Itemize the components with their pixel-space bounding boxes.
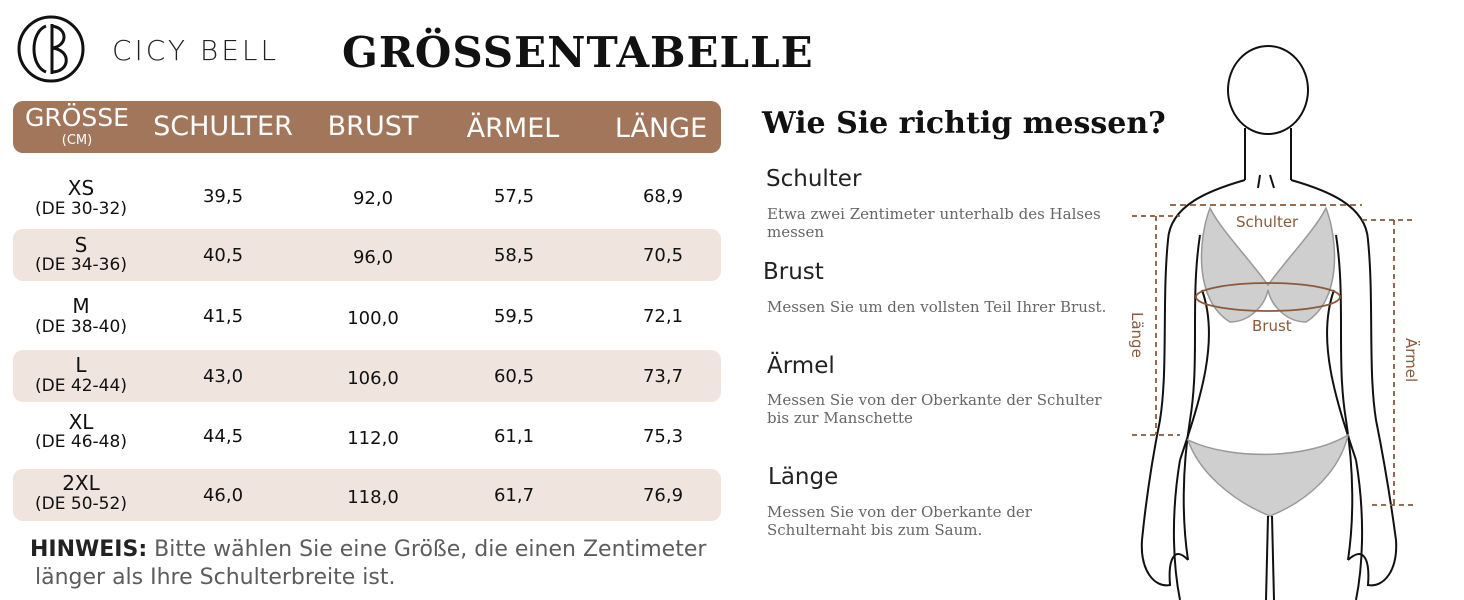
table-header: GRÖSSE (CM) SCHULTER BRUST ÄRMEL LÄNGE — [13, 101, 721, 153]
size-de: (DE 34-36) — [35, 255, 127, 275]
size-de: (DE 50-52) — [35, 494, 127, 514]
guide-item-title: Schulter — [766, 166, 862, 192]
header-size: GRÖSSE — [25, 103, 129, 132]
guide-item-desc: Messen Sie von der Oberkante der Schulte… — [767, 503, 1032, 539]
guide-item-title: Brust — [763, 259, 824, 285]
cell-length: 72,1 — [642, 306, 684, 327]
cell-length: 75,3 — [642, 426, 684, 447]
brand-name: CICY BELL — [112, 34, 280, 67]
table-row: S (DE 34-36) 40,5 96,0 58,5 70,5 — [13, 229, 721, 281]
note-label: HINWEIS: — [30, 537, 148, 562]
note-line1: Bitte wählen Sie eine Größe, die einen Z… — [147, 537, 707, 562]
size-label: L — [75, 353, 87, 377]
note-line2: länger als Ihre Schulterbreite ist. — [35, 565, 396, 590]
cell-bust: 112,0 — [347, 428, 399, 449]
cell-sleeve: 61,7 — [493, 485, 535, 506]
cell-sleeve: 60,5 — [493, 366, 535, 387]
cell-sleeve: 58,5 — [493, 245, 535, 266]
cell-sleeve: 61,1 — [493, 426, 535, 447]
guide-item-desc: Etwa zwei Zentimeter unterhalb des Halse… — [767, 205, 1101, 241]
cell-shoulder: 41,5 — [202, 306, 244, 327]
guide-item-desc: Messen Sie um den vollsten Teil Ihrer Br… — [767, 298, 1107, 316]
size-de: (DE 42-44) — [35, 376, 127, 396]
cell-shoulder: 39,5 — [202, 186, 244, 207]
cell-bust: 92,0 — [352, 188, 394, 209]
guide-heading: Wie Sie richtig messen? — [762, 106, 1166, 141]
cell-bust: 96,0 — [352, 247, 394, 268]
brand-logo-icon — [17, 15, 85, 83]
cell-sleeve: 57,5 — [493, 186, 535, 207]
table-row: M (DE 38-40) 41,5 100,0 59,5 72,1 — [13, 290, 721, 342]
page-title: GRÖSSENTABELLE — [342, 28, 814, 77]
size-label: 2XL — [62, 471, 100, 495]
size-label: M — [72, 294, 90, 318]
size-de: (DE 30-32) — [35, 199, 127, 219]
cell-sleeve: 59,5 — [493, 306, 535, 327]
size-label: XS — [67, 176, 95, 200]
size-de: (DE 38-40) — [35, 317, 127, 337]
cell-length: 76,9 — [642, 485, 684, 506]
cell-bust: 118,0 — [347, 487, 399, 508]
cell-shoulder: 46,0 — [202, 485, 244, 506]
header-sleeve: ÄRMEL — [466, 113, 560, 144]
header-bust: BRUST — [327, 111, 419, 142]
size-label: S — [74, 233, 88, 257]
guide-item-desc: Messen Sie von der Oberkante der Schulte… — [767, 391, 1102, 427]
cell-length: 73,7 — [642, 366, 684, 387]
table-row: 2XL (DE 50-52) 46,0 118,0 61,7 76,9 — [13, 469, 721, 521]
size-de: (DE 46-48) — [35, 432, 127, 452]
size-label: XL — [68, 410, 94, 434]
header-shoulder: SCHULTER — [153, 111, 293, 142]
cell-shoulder: 40,5 — [202, 245, 244, 266]
cell-length: 68,9 — [642, 186, 684, 207]
body-measurement-figure: Schulter Brust Länge Ärmel — [1128, 45, 1421, 600]
figure-label-bust: Brust — [1252, 317, 1292, 335]
cell-bust: 106,0 — [347, 368, 399, 389]
header-length: LÄNGE — [614, 113, 708, 144]
cell-shoulder: 44,5 — [202, 426, 244, 447]
cell-shoulder: 43,0 — [202, 366, 244, 387]
figure-label-sleeve: Ärmel — [1402, 338, 1421, 382]
cell-length: 70,5 — [642, 245, 684, 266]
table-row: XL (DE 46-48) 44,5 112,0 61,1 75,3 — [13, 410, 721, 462]
table-row: XS (DE 30-32) 39,5 92,0 57,5 68,9 — [13, 170, 721, 222]
figure-label-shoulder: Schulter — [1236, 213, 1299, 231]
table-row: L (DE 42-44) 43,0 106,0 60,5 73,7 — [13, 350, 721, 402]
guide-item-title: Länge — [768, 464, 839, 490]
figure-label-length: Länge — [1128, 312, 1146, 358]
cell-bust: 100,0 — [347, 308, 399, 329]
header-size-unit: (CM) — [61, 133, 93, 148]
guide-item-title: Ärmel — [767, 353, 835, 379]
size-note: HINWEIS: Bitte wählen Sie eine Größe, di… — [30, 536, 730, 592]
